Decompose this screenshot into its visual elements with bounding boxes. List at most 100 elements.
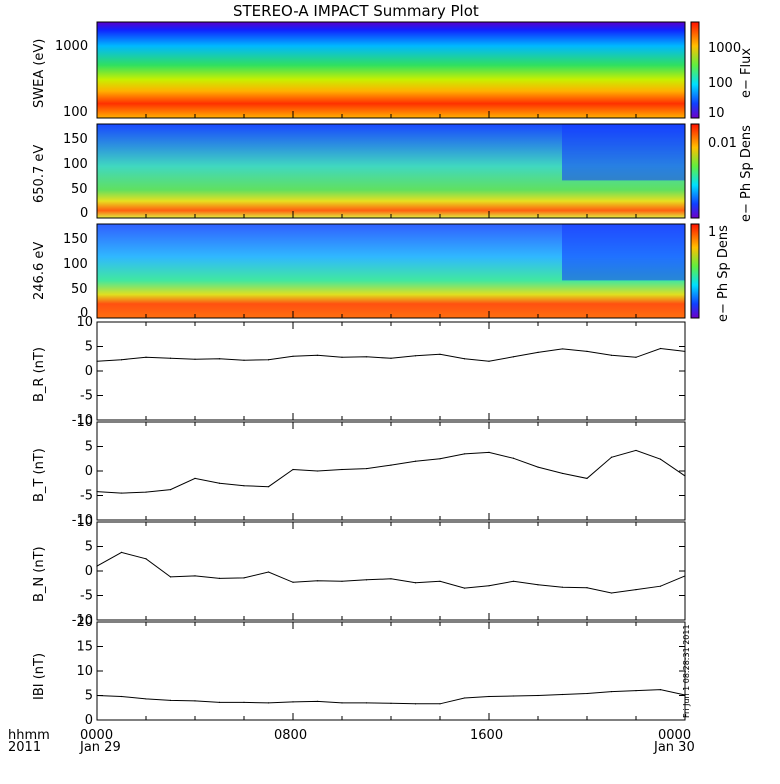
- data-point: [684, 575, 686, 577]
- data-point: [561, 348, 564, 350]
- colorbar-1: [690, 21, 700, 119]
- data-point: [194, 477, 196, 479]
- data-point: [341, 702, 343, 704]
- s2-ytick-0: 0: [80, 206, 89, 221]
- panel-bn: 10 5 0 -5 -10: [72, 515, 686, 628]
- y-tick-label: 5: [85, 540, 93, 555]
- phsp2-cbar-tick: 1: [708, 225, 717, 240]
- data-point: [194, 575, 196, 577]
- x-date-0: Jan 29: [80, 740, 121, 755]
- x-tick-0: 0000: [80, 728, 114, 743]
- data-point: [463, 358, 466, 360]
- colorbar-2: [690, 123, 700, 219]
- phsp1-cbar-label: e− Ph Sp Dens: [739, 125, 754, 222]
- swea-spectrogram: [97, 22, 685, 118]
- data-point: [292, 355, 294, 357]
- data-point: [512, 695, 515, 697]
- bn-ylabel: B_N (nT): [32, 546, 47, 602]
- colorbar-3: [690, 223, 700, 319]
- data-point: [414, 582, 417, 584]
- y-tick-label: 0: [85, 564, 93, 579]
- data-point: [390, 464, 392, 466]
- flux-cbar-tick-10: 10: [708, 106, 725, 121]
- panel-b: 20 15 10 5 0: [76, 615, 686, 728]
- data-point: [120, 551, 123, 553]
- data-point: [145, 491, 147, 493]
- data-point: [267, 359, 270, 361]
- data-point: [610, 690, 613, 693]
- year-label: 2011: [8, 740, 42, 755]
- y-tick-label: 10: [76, 315, 93, 330]
- y-tick-label: 0: [85, 464, 93, 479]
- 650-ylabel: 650.7 eV: [32, 144, 47, 203]
- data-point: [610, 592, 613, 594]
- panel-frame: [96, 421, 686, 521]
- data-point: [561, 693, 564, 696]
- data-point: [145, 356, 147, 358]
- s2-ytick-150: 150: [63, 132, 88, 147]
- data-point: [390, 578, 392, 580]
- data-point: [145, 698, 147, 700]
- flux-cbar-tick-1000: 1000: [708, 41, 742, 56]
- data-point: [267, 571, 270, 573]
- y-tick-label: 0: [85, 713, 93, 728]
- data-point: [488, 451, 490, 453]
- data-point: [145, 558, 147, 560]
- data-point: [488, 360, 490, 362]
- data-point: [316, 580, 319, 582]
- data-point: [586, 692, 588, 695]
- data-point: [684, 350, 686, 352]
- s3-ytick-100: 100: [63, 257, 88, 272]
- data-point: [316, 470, 319, 472]
- flux-cbar-label: e− Flux: [739, 47, 754, 98]
- data-point: [365, 467, 368, 470]
- s3-ytick-0: 0: [80, 306, 89, 321]
- data-point: [561, 472, 564, 475]
- data-point: [169, 489, 172, 491]
- data-point: [341, 468, 343, 471]
- panel-bt: 10 5 0 -5 -10: [72, 415, 686, 528]
- data-point: [120, 695, 123, 698]
- panel-br: 10 5 0 -5 -10: [72, 315, 686, 428]
- x-tick-1: 0800: [274, 728, 308, 743]
- x-tick-3: 0000: [658, 728, 692, 743]
- figure-title: STEREO-A IMPACT Summary Plot: [233, 2, 479, 20]
- data-point: [96, 490, 98, 493]
- data-point: [267, 702, 270, 704]
- data-point: [169, 576, 172, 578]
- data-point: [463, 587, 466, 589]
- data-point: [292, 701, 294, 703]
- data-point: [610, 456, 613, 458]
- data-point: [635, 356, 637, 358]
- data-point: [218, 701, 221, 703]
- data-point: [635, 690, 637, 692]
- spectrogram-650eV-low-region: [562, 124, 685, 181]
- data-point: [218, 358, 221, 360]
- swea-ylabel: SWEA (eV): [32, 38, 47, 108]
- data-point: [267, 486, 270, 488]
- data-point: [512, 356, 515, 358]
- data-point: [341, 580, 343, 582]
- data-point: [120, 492, 123, 494]
- data-point: [537, 694, 539, 697]
- data-point: [390, 702, 392, 704]
- y-tick-label: 15: [76, 640, 93, 655]
- s3-ytick-50: 50: [71, 282, 88, 297]
- data-point: [365, 702, 368, 704]
- data-point: [684, 475, 686, 477]
- data-point: [218, 577, 221, 579]
- y-tick-label: -10: [72, 413, 93, 428]
- y-tick-label: -5: [80, 389, 93, 404]
- data-point: [512, 457, 515, 459]
- data-point: [414, 460, 417, 462]
- y-tick-label: 5: [85, 340, 93, 355]
- phsp2-cbar-label: e− Ph Sp Dens: [716, 225, 731, 322]
- data-point: [439, 353, 441, 355]
- panel-frame: [96, 521, 686, 621]
- data-point: [414, 355, 417, 357]
- data-point: [292, 468, 294, 471]
- data-point: [684, 694, 686, 696]
- data-point: [488, 695, 490, 698]
